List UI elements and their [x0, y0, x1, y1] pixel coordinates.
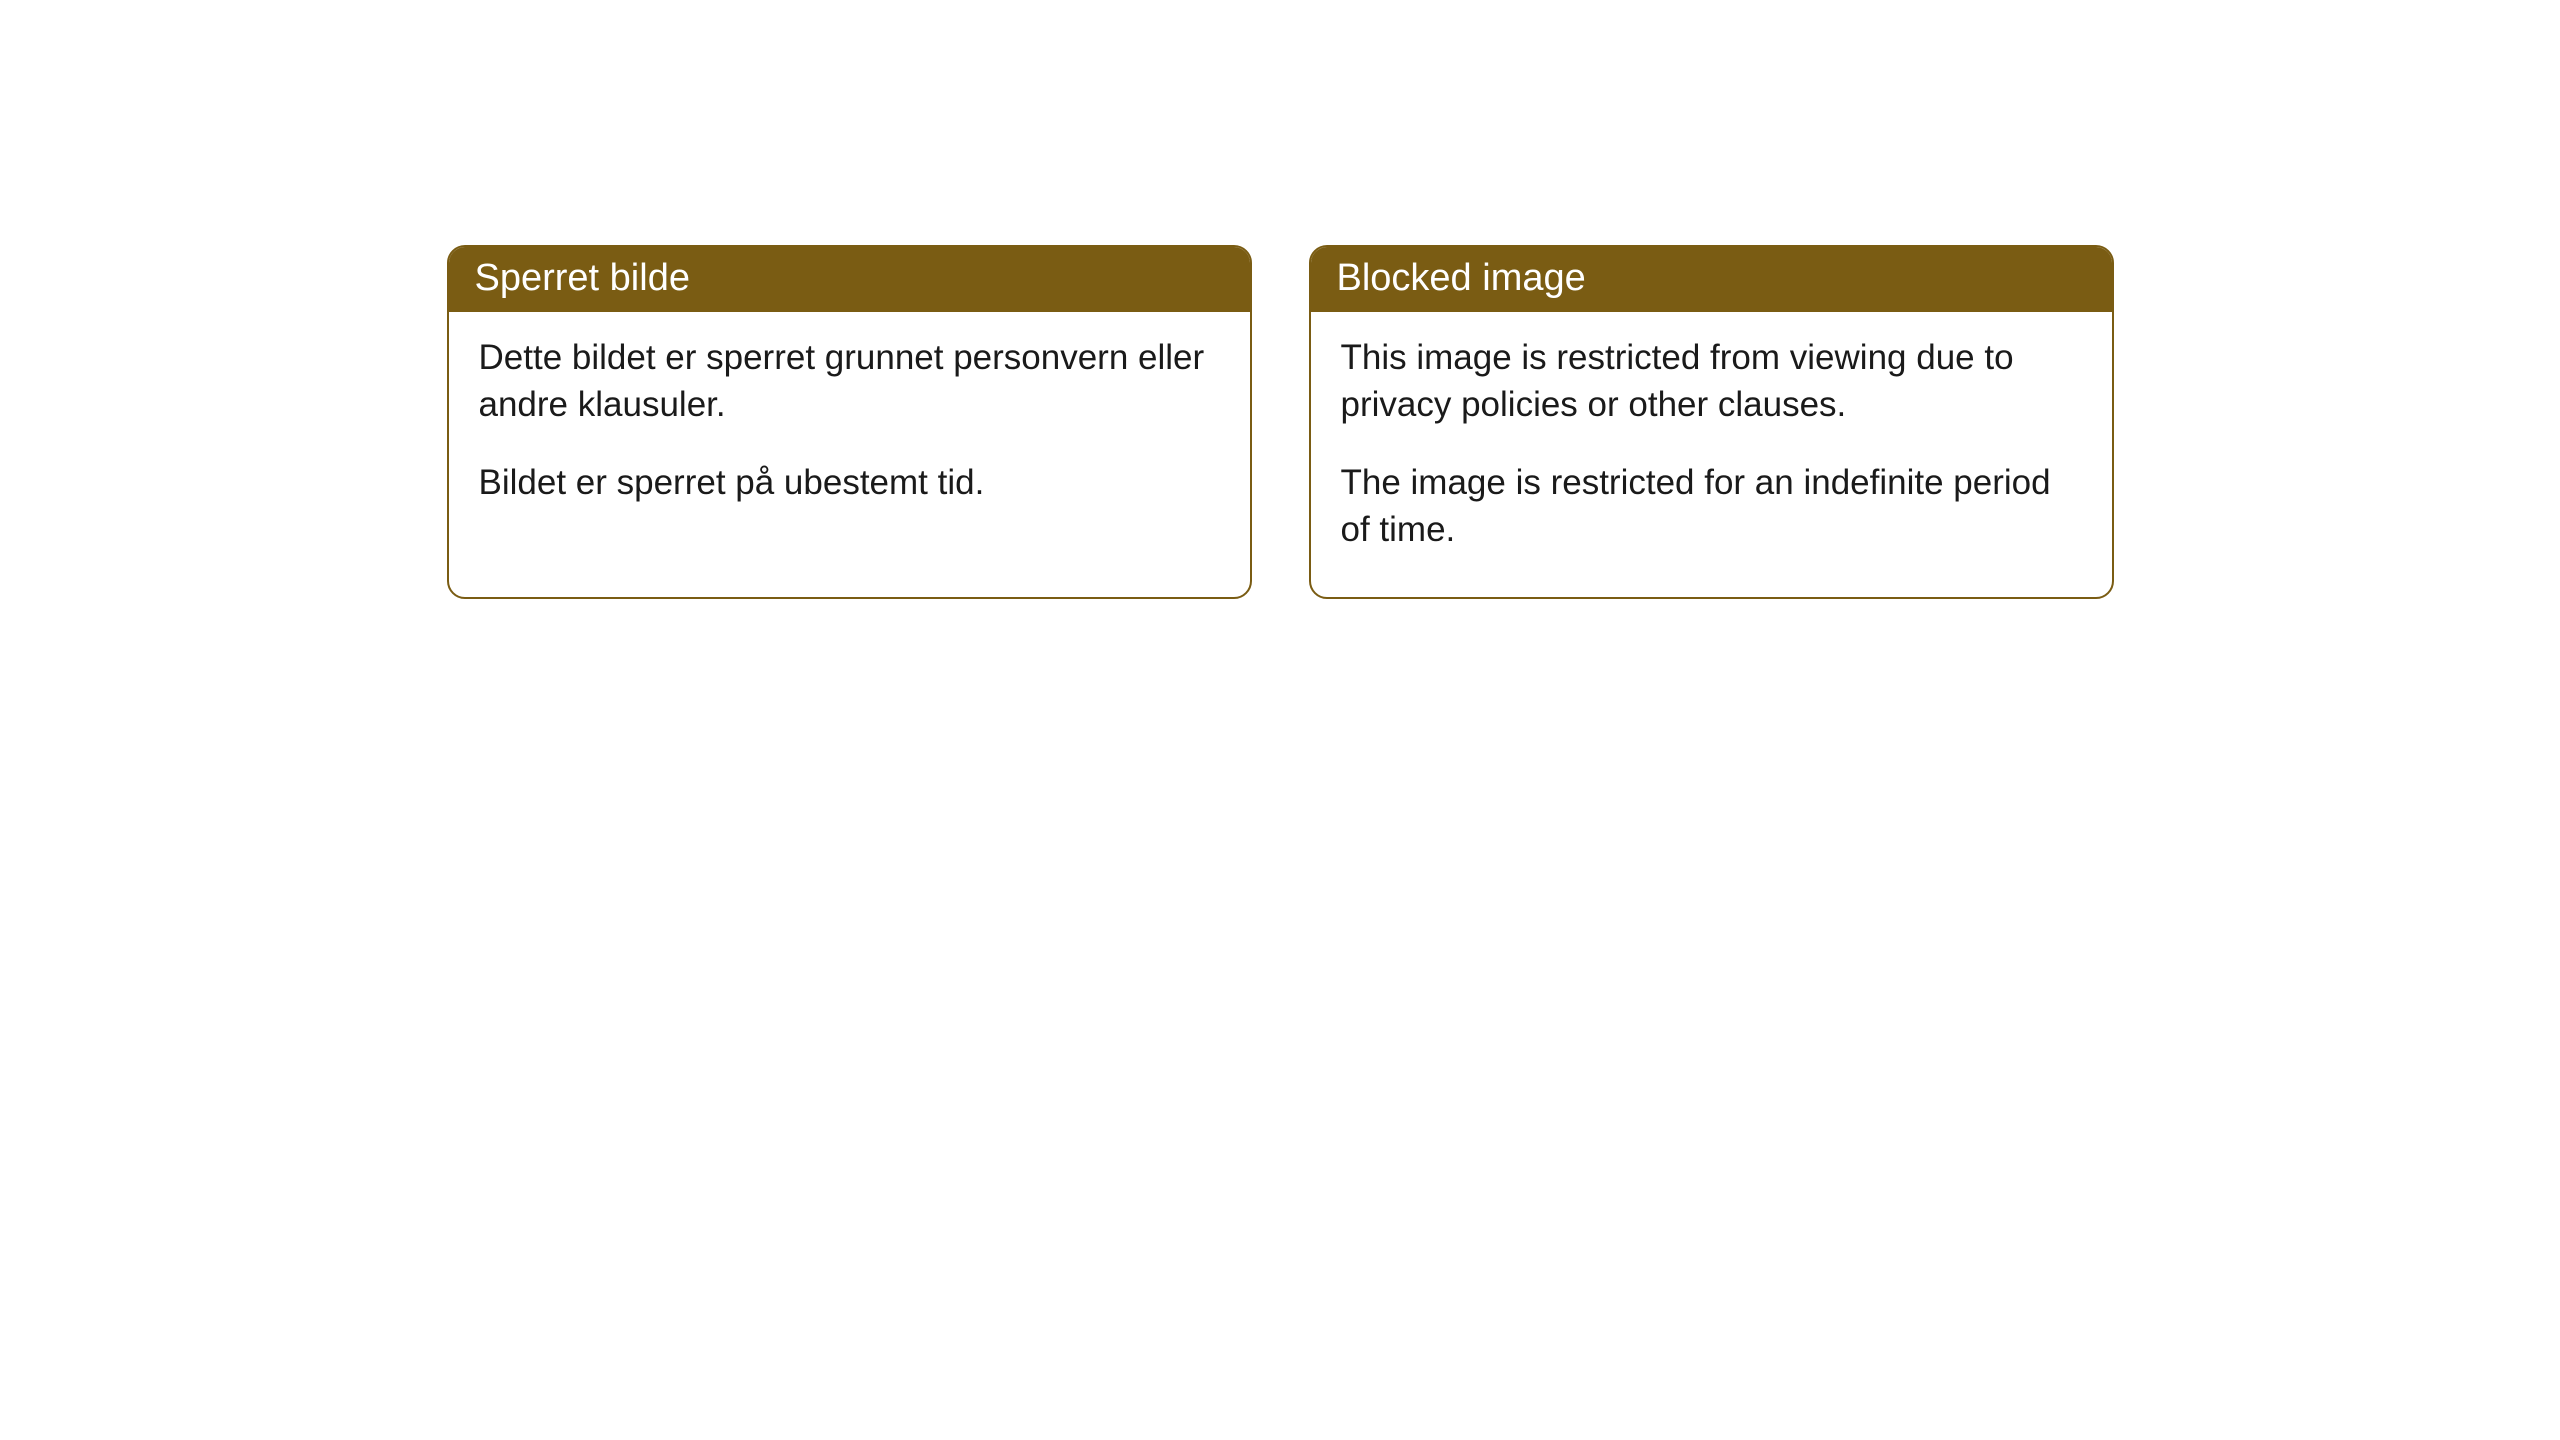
card-paragraph-2: Bildet er sperret på ubestemt tid.: [479, 459, 1220, 506]
card-paragraph-1: This image is restricted from viewing du…: [1341, 334, 2082, 429]
blocked-image-card-english: Blocked image This image is restricted f…: [1309, 245, 2114, 599]
card-title: Blocked image: [1337, 257, 1586, 299]
card-body: Dette bildet er sperret grunnet personve…: [449, 312, 1250, 550]
card-header: Blocked image: [1311, 247, 2112, 312]
card-paragraph-1: Dette bildet er sperret grunnet personve…: [479, 334, 1220, 429]
blocked-image-card-norwegian: Sperret bilde Dette bildet er sperret gr…: [447, 245, 1252, 599]
card-body: This image is restricted from viewing du…: [1311, 312, 2112, 597]
card-paragraph-2: The image is restricted for an indefinit…: [1341, 459, 2082, 554]
card-title: Sperret bilde: [475, 257, 690, 299]
notice-cards-container: Sperret bilde Dette bildet er sperret gr…: [0, 245, 2560, 599]
card-header: Sperret bilde: [449, 247, 1250, 312]
